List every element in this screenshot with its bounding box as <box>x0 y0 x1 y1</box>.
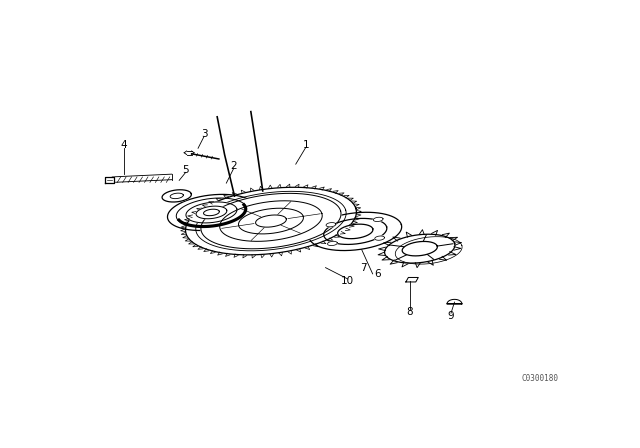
Polygon shape <box>255 215 286 227</box>
Text: 4: 4 <box>120 140 127 150</box>
Text: 7: 7 <box>360 263 367 273</box>
Polygon shape <box>176 198 246 227</box>
Text: 9: 9 <box>448 311 454 321</box>
Text: 1: 1 <box>302 140 309 150</box>
Polygon shape <box>201 194 341 249</box>
Polygon shape <box>105 177 113 183</box>
Polygon shape <box>170 193 183 198</box>
Polygon shape <box>402 241 437 256</box>
Polygon shape <box>168 194 255 231</box>
Polygon shape <box>196 206 227 219</box>
Polygon shape <box>447 299 462 304</box>
Text: 10: 10 <box>341 276 355 286</box>
Text: C0300180: C0300180 <box>522 374 559 383</box>
Text: 8: 8 <box>406 307 413 317</box>
Polygon shape <box>406 277 419 282</box>
Text: 3: 3 <box>201 129 207 139</box>
Polygon shape <box>324 219 387 245</box>
Polygon shape <box>375 236 385 240</box>
Polygon shape <box>186 202 237 223</box>
Polygon shape <box>309 212 402 250</box>
Text: 5: 5 <box>182 165 189 175</box>
Text: 6: 6 <box>374 269 381 279</box>
Polygon shape <box>328 241 337 246</box>
Text: 2: 2 <box>230 161 237 171</box>
Polygon shape <box>162 190 191 202</box>
Polygon shape <box>326 223 336 227</box>
Polygon shape <box>338 224 373 239</box>
Polygon shape <box>112 174 172 182</box>
Polygon shape <box>220 201 322 241</box>
Polygon shape <box>385 234 455 263</box>
Polygon shape <box>373 217 383 221</box>
Polygon shape <box>239 208 303 234</box>
Polygon shape <box>204 209 220 215</box>
